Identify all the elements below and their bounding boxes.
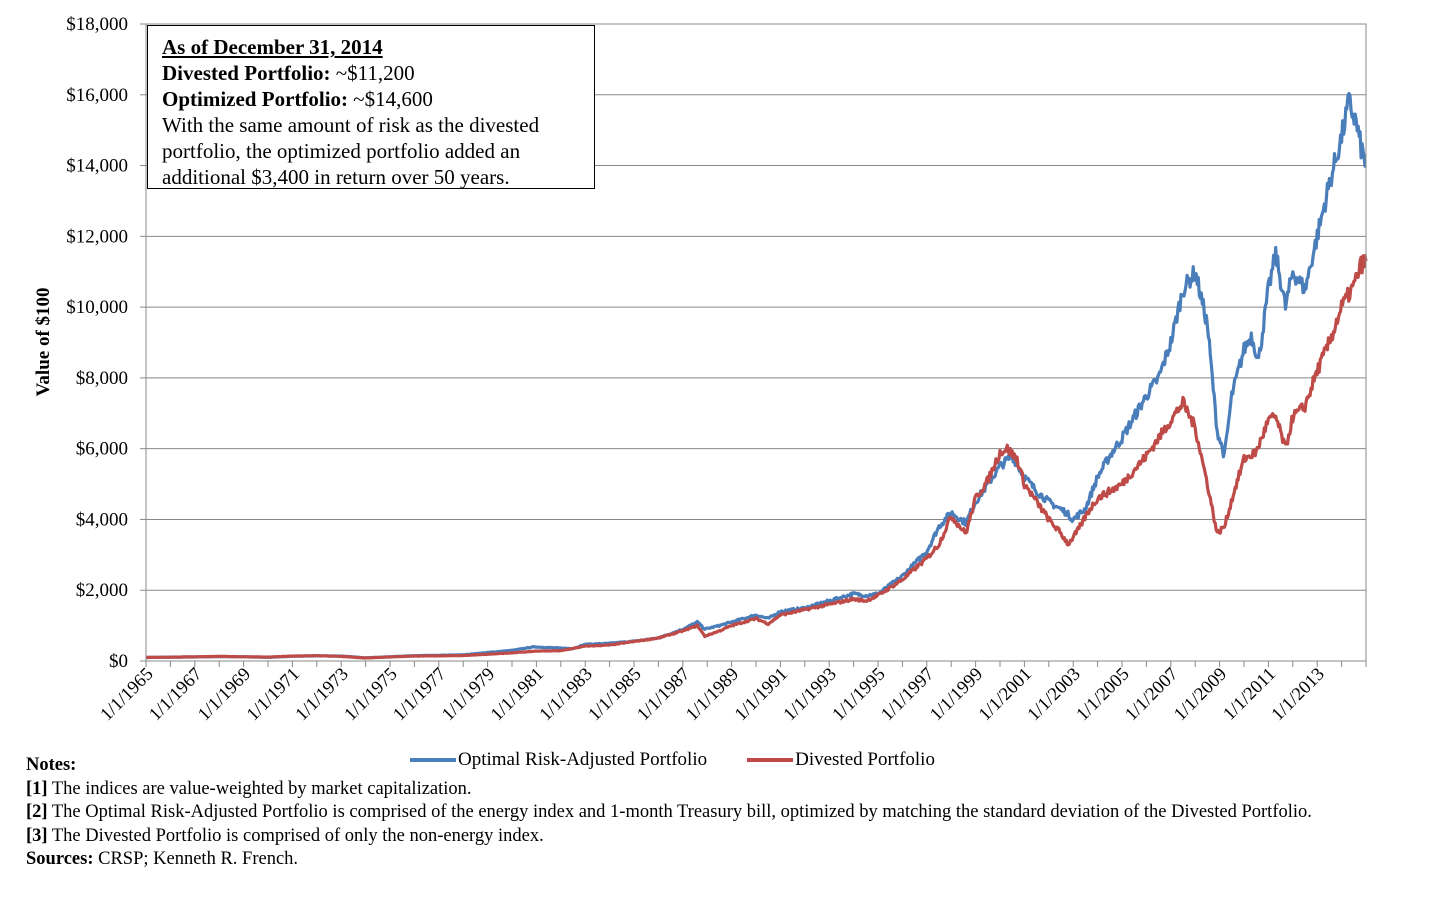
annotation-divested-value: ~$11,200 — [331, 61, 415, 85]
x-tick-label: 1/1/1973 — [292, 664, 353, 725]
x-tick-label: 1/1/2009 — [1170, 664, 1231, 725]
notes-section: Notes: [1] The indices are value-weighte… — [26, 752, 1386, 872]
annotation-divested: Divested Portfolio: ~$11,200 — [162, 60, 594, 86]
sources-label: Sources: — [26, 849, 94, 869]
x-tick-label: 1/1/1977 — [390, 664, 451, 725]
y-axis-label: Value of $100 — [33, 287, 54, 396]
x-tick-label: 1/1/2005 — [1073, 664, 1134, 725]
annotation-optimized: Optimized Portfolio: ~$14,600 — [162, 86, 594, 112]
y-tick-label: $8,000 — [76, 368, 128, 389]
x-axis-ticks: 1/1/19651/1/19671/1/19691/1/19711/1/1973… — [97, 661, 1366, 725]
y-tick-label: $18,000 — [66, 14, 128, 35]
notes-title: Notes: — [26, 754, 1386, 778]
note-2-marker: [2] — [26, 802, 48, 822]
annotation-divested-label: Divested Portfolio: — [162, 61, 331, 85]
annotation-heading: As of December 31, 2014 — [162, 34, 594, 60]
note-1-text: The indices are value-weighted by market… — [48, 779, 472, 799]
series-line-divested — [146, 256, 1366, 658]
sources: Sources: CRSP; Kenneth R. French. — [26, 848, 1386, 872]
note-3-text: The Divested Portfolio is comprised of o… — [48, 826, 544, 846]
x-tick-label: 1/1/1971 — [243, 664, 304, 725]
x-tick-label: 1/1/2013 — [1268, 664, 1329, 725]
y-tick-label: $10,000 — [66, 297, 128, 318]
x-tick-label: 1/1/1991 — [731, 664, 792, 725]
y-tick-label: $6,000 — [76, 439, 128, 460]
y-axis-ticks: $0 $2,000 $4,000 $6,000 $8,000 $10,000 $12,000… — [66, 14, 146, 672]
annotation-box: As of December 31, 2014 Divested Portfol… — [147, 25, 595, 189]
x-tick-label: 1/1/1997 — [878, 664, 939, 725]
x-tick-label: 1/1/1979 — [438, 664, 499, 725]
note-1-marker: [1] — [26, 779, 48, 799]
y-tick-label: $16,000 — [66, 85, 128, 106]
y-tick-label: $12,000 — [66, 226, 128, 247]
note-3: [3] The Divested Portfolio is comprised … — [26, 825, 1386, 849]
x-tick-label: 1/1/1985 — [585, 664, 646, 725]
x-tick-label: 1/1/2001 — [975, 664, 1036, 725]
x-tick-label: 1/1/1975 — [341, 664, 402, 725]
x-tick-label: 1/1/1995 — [829, 664, 890, 725]
y-tick-label: $0 — [109, 651, 128, 672]
note-1: [1] The indices are value-weighted by ma… — [26, 778, 1386, 802]
x-tick-label: 1/1/1983 — [536, 664, 597, 725]
x-tick-label: 1/1/1989 — [682, 664, 743, 725]
x-tick-label: 1/1/2011 — [1220, 664, 1280, 724]
y-tick-label: $14,000 — [66, 156, 128, 177]
x-tick-label: 1/1/1967 — [146, 664, 207, 725]
annotation-optimized-value: ~$14,600 — [348, 87, 433, 111]
y-tick-label: $2,000 — [76, 580, 128, 601]
note-2: [2] The Optimal Risk-Adjusted Portfolio … — [26, 801, 1386, 825]
x-tick-label: 1/1/1993 — [780, 664, 841, 725]
x-tick-label: 1/1/1969 — [194, 664, 255, 725]
x-tick-label: 1/1/1999 — [926, 664, 987, 725]
x-tick-label: 1/1/1965 — [97, 664, 158, 725]
x-tick-label: 1/1/1987 — [634, 664, 695, 725]
note-3-marker: [3] — [26, 826, 48, 846]
note-2-text: The Optimal Risk-Adjusted Portfolio is c… — [48, 802, 1312, 822]
x-tick-label: 1/1/1981 — [487, 664, 548, 725]
x-tick-label: 1/1/2007 — [1122, 664, 1183, 725]
x-tick-label: 1/1/2003 — [1024, 664, 1085, 725]
annotation-body: With the same amount of risk as the dive… — [162, 112, 594, 190]
annotation-optimized-label: Optimized Portfolio: — [162, 87, 348, 111]
sources-text: CRSP; Kenneth R. French. — [94, 849, 299, 869]
y-tick-label: $4,000 — [76, 509, 128, 530]
